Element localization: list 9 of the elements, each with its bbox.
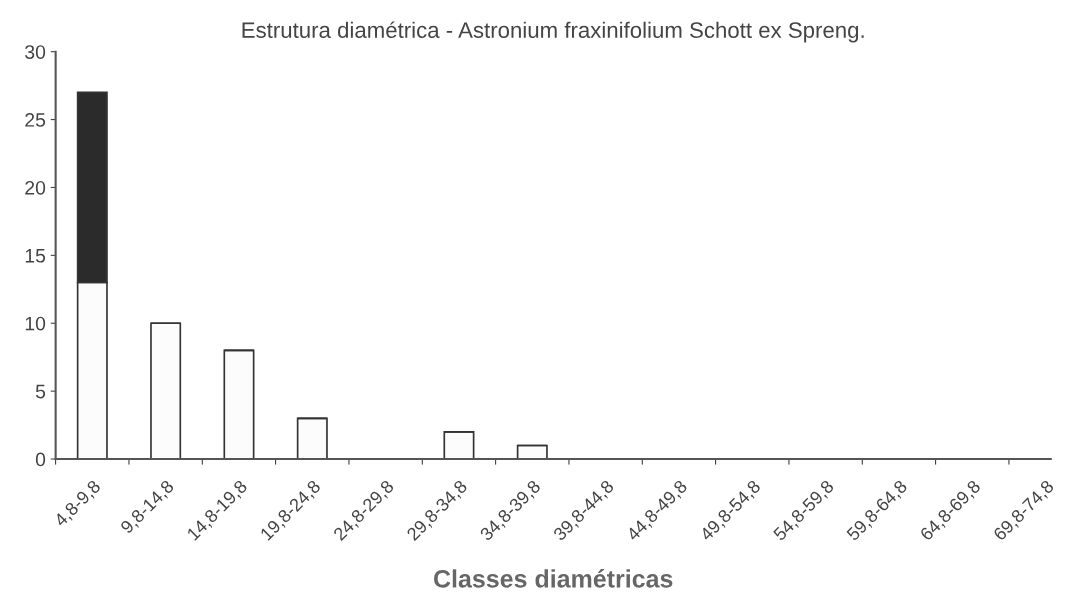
y-tick-label: 25 [25, 113, 46, 127]
y-tick-label: 10 [25, 316, 46, 331]
x-axis-title: Classes diamétricas [434, 569, 673, 588]
y-tick-label: 30 [25, 45, 46, 59]
y-tick-label: 15 [25, 249, 46, 263]
chart-title: Estrutura diamétrica - Astronium fraxinifolium Schott ex Spreng. [242, 21, 864, 43]
y-tick-label: 0 [35, 452, 46, 467]
y-tick-label: 5 [35, 384, 46, 399]
y-tick-label: 20 [25, 180, 46, 195]
